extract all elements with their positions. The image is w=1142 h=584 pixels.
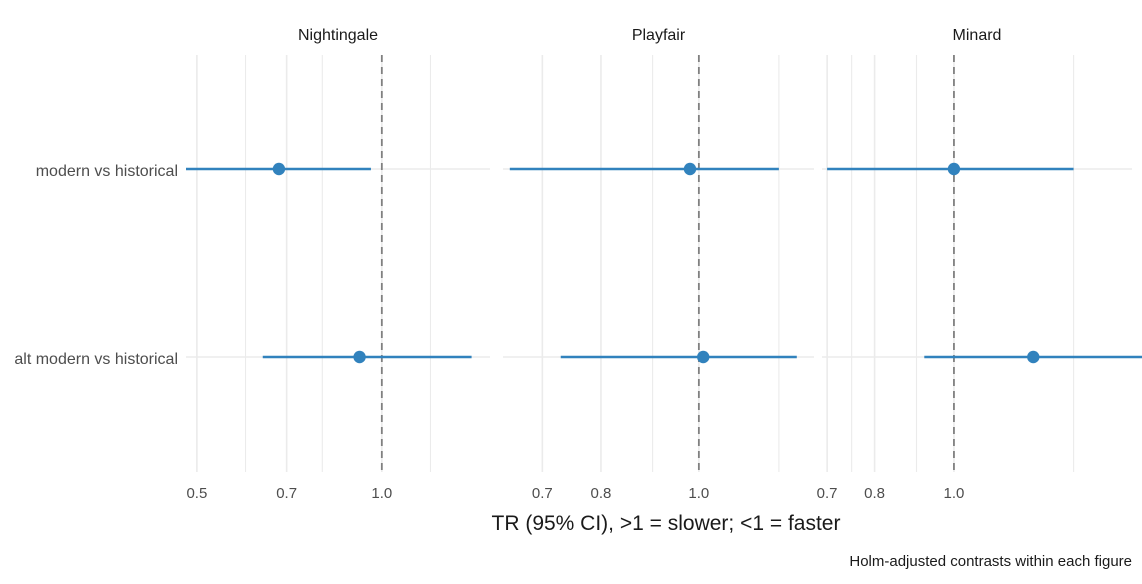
x-tick-label: 0.8 bbox=[864, 485, 885, 502]
y-label-modern: modern vs historical bbox=[36, 163, 178, 180]
point-estimate bbox=[272, 162, 286, 176]
x-tick-label: 1.0 bbox=[371, 485, 392, 502]
x-tick-label: 0.5 bbox=[186, 485, 207, 502]
panel-nightingale: 0.5 0.7 1.0 Nightingale bbox=[186, 27, 490, 502]
x-tick-label: 1.0 bbox=[944, 485, 965, 502]
caption: Holm-adjusted contrasts within each figu… bbox=[849, 553, 1132, 570]
y-label-alt-modern: alt modern vs historical bbox=[14, 351, 178, 368]
x-tick-label: 0.7 bbox=[532, 485, 553, 502]
panel-minard: 0.7 0.8 1.0 Minard bbox=[817, 27, 1142, 502]
facet-title: Playfair bbox=[632, 27, 686, 44]
point-estimate bbox=[353, 350, 366, 364]
facet-title: Minard bbox=[953, 27, 1002, 44]
x-axis-title: TR (95% CI), >1 = slower; <1 = faster bbox=[492, 512, 841, 535]
point-estimate bbox=[697, 350, 710, 364]
point-estimate bbox=[947, 162, 961, 176]
x-tick-label: 1.0 bbox=[688, 485, 709, 502]
x-tick-label: 0.7 bbox=[817, 485, 838, 502]
point-estimate bbox=[1027, 350, 1040, 364]
panel-playfair: 0.7 0.8 1.0 Playfair bbox=[503, 27, 814, 502]
y-axis-labels: modern vs historical alt modern vs histo… bbox=[14, 163, 178, 368]
x-tick-label: 0.7 bbox=[276, 485, 297, 502]
point-estimate bbox=[683, 162, 697, 176]
x-tick-label: 0.8 bbox=[590, 485, 611, 502]
facet-title: Nightingale bbox=[298, 27, 378, 44]
